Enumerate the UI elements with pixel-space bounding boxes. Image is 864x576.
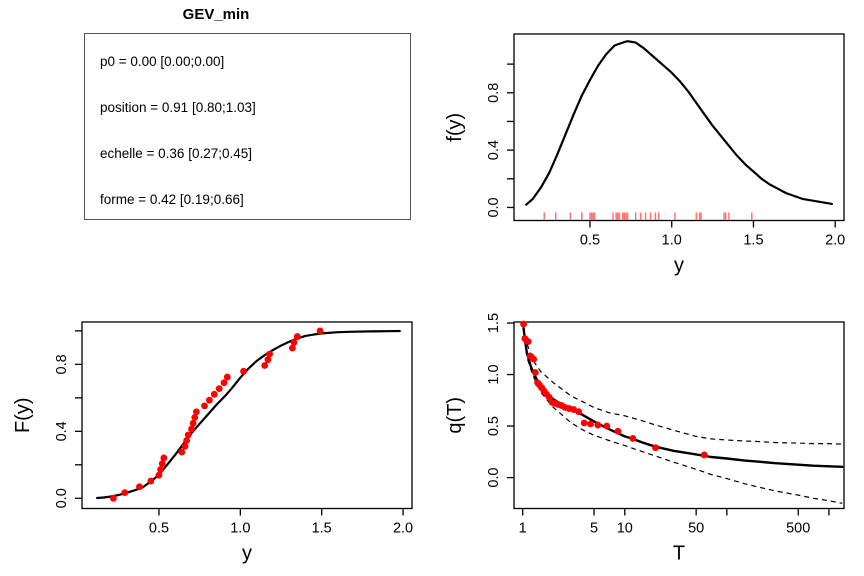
x-axis-tick-label: 50 bbox=[688, 521, 704, 537]
panel-title: GEV_min bbox=[182, 6, 250, 23]
y-axis-tick-label: 0.8 bbox=[486, 83, 502, 103]
cdf-chart: 0.5 1.0 1.5 2.0 0.0 0.4 0.8 y F(y) bbox=[12, 321, 413, 565]
data-point bbox=[136, 483, 143, 491]
plot-box bbox=[513, 33, 845, 222]
data-point bbox=[157, 466, 164, 473]
x-axis-tick-label: 1.0 bbox=[230, 521, 250, 537]
param-line-p0: p0 = 0.00 [0.00;0.00] bbox=[100, 54, 225, 69]
upper-confidence-band bbox=[524, 335, 843, 445]
data-point bbox=[110, 494, 117, 502]
data-point bbox=[240, 367, 247, 375]
data-point bbox=[652, 444, 659, 452]
data-point bbox=[160, 454, 168, 462]
data-point bbox=[178, 448, 186, 456]
y-axis-tick-label: 0.8 bbox=[54, 354, 70, 374]
data-point bbox=[614, 427, 622, 435]
param-line-position: position = 0.91 [0.80;1.03] bbox=[100, 100, 256, 115]
data-point bbox=[192, 408, 200, 416]
data-point bbox=[155, 471, 163, 479]
x-axis-tick-label: 2.0 bbox=[825, 233, 845, 249]
data-point bbox=[290, 339, 298, 346]
x-axis-tick-label: 1.5 bbox=[743, 233, 763, 249]
data-point bbox=[316, 327, 324, 335]
y-axis-tick-label: 0.5 bbox=[486, 416, 502, 436]
x-axis-tick-label: 10 bbox=[617, 521, 633, 537]
data-point bbox=[264, 356, 272, 364]
y-axis-title: q(T) bbox=[444, 397, 466, 434]
data-point bbox=[580, 419, 588, 427]
data-point bbox=[594, 421, 602, 429]
data-point bbox=[188, 425, 195, 433]
density-curve bbox=[525, 40, 833, 206]
cdf-curve bbox=[96, 329, 401, 500]
x-axis-tick-label: 0.5 bbox=[149, 521, 169, 537]
data-point bbox=[121, 489, 129, 496]
panel-cdf-plot: 0.5 1.0 1.5 2.0 0.0 0.4 0.8 y F(y) bbox=[0, 288, 432, 576]
plot-box bbox=[81, 321, 413, 510]
data-point bbox=[521, 335, 529, 342]
data-point bbox=[520, 320, 527, 328]
density-chart: 0.5 1.0 1.5 2.0 0.0 0.4 0.8 y f(y) bbox=[444, 33, 845, 277]
data-point bbox=[147, 477, 155, 485]
data-point bbox=[181, 442, 189, 450]
data-point bbox=[261, 362, 269, 369]
data-point bbox=[215, 385, 223, 393]
data-point bbox=[526, 352, 534, 360]
y-axis-tick-label: 0.0 bbox=[486, 468, 502, 488]
data-point bbox=[201, 402, 208, 410]
y-axis-title: F(y) bbox=[12, 397, 34, 433]
x-axis-title: y bbox=[674, 255, 684, 277]
return-level-curve bbox=[522, 327, 844, 468]
data-point bbox=[603, 422, 611, 430]
data-point bbox=[548, 398, 556, 406]
data-point bbox=[266, 350, 274, 358]
y-axis-tick-label: 0.0 bbox=[54, 488, 70, 508]
data-point bbox=[534, 379, 542, 387]
x-axis-title: y bbox=[242, 543, 252, 565]
data-point bbox=[587, 420, 594, 428]
x-axis-tick-label: 5 bbox=[590, 521, 598, 537]
data-point bbox=[629, 435, 637, 442]
y-axis-tick-label: 0.4 bbox=[54, 421, 70, 441]
y-axis-tick-label: 0.4 bbox=[486, 140, 502, 160]
data-point bbox=[206, 396, 213, 404]
x-axis-tick-label: 1.0 bbox=[662, 233, 682, 249]
x-axis-tick-label: 2.0 bbox=[393, 521, 413, 537]
parameter-box: p0 = 0.00 [0.00;0.00] position = 0.91 [0… bbox=[84, 33, 411, 220]
panel-parameters: GEV_min p0 = 0.00 [0.00;0.00] position =… bbox=[0, 0, 432, 288]
data-point bbox=[183, 437, 191, 444]
x-axis-tick-label: 500 bbox=[786, 521, 810, 537]
data-point bbox=[191, 414, 199, 421]
param-line-forme: forme = 0.42 [0.19;0.66] bbox=[100, 192, 244, 207]
data-point bbox=[210, 390, 218, 398]
plot-box bbox=[513, 321, 845, 510]
data-point bbox=[223, 373, 231, 381]
panel-density-plot: 0.5 1.0 1.5 2.0 0.0 0.4 0.8 y f(y) bbox=[432, 0, 864, 288]
data-point bbox=[189, 419, 197, 427]
y-axis-tick-label: 1.5 bbox=[486, 313, 502, 333]
y-axis-tick-label: 0.0 bbox=[486, 197, 502, 217]
lower-confidence-band bbox=[524, 341, 843, 504]
y-axis-title: f(y) bbox=[444, 113, 466, 142]
data-point bbox=[288, 344, 296, 352]
x-axis-title: T bbox=[673, 543, 685, 565]
data-point bbox=[700, 451, 708, 459]
data-point bbox=[293, 333, 301, 340]
data-point bbox=[184, 431, 192, 439]
data-point bbox=[158, 460, 166, 468]
y-axis-tick-label: 1.0 bbox=[486, 364, 502, 384]
data-point bbox=[531, 369, 539, 376]
param-line-echelle: echelle = 0.36 [0.27;0.45] bbox=[100, 146, 252, 161]
x-axis-tick-label: 1.5 bbox=[312, 521, 332, 537]
x-axis-tick-label: 1 bbox=[519, 521, 527, 537]
x-axis-tick-label: 0.5 bbox=[580, 233, 600, 249]
data-point bbox=[220, 379, 228, 387]
return-level-chart: 1 5 10 50 500 0.0 0.5 1.0 1.5 Tq(T) bbox=[444, 313, 845, 565]
